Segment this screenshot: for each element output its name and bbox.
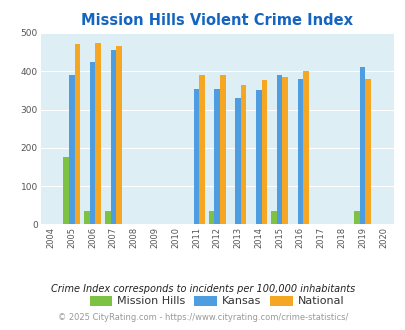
Bar [84, 211, 90, 224]
Bar [116, 47, 121, 224]
Bar [297, 79, 303, 224]
Bar [193, 88, 199, 224]
Text: © 2025 CityRating.com - https://www.cityrating.com/crime-statistics/: © 2025 CityRating.com - https://www.city… [58, 313, 347, 322]
Bar [104, 211, 110, 224]
Bar [208, 211, 214, 224]
Bar [359, 67, 364, 224]
Bar [234, 98, 240, 224]
Bar [271, 211, 276, 224]
Text: Crime Index corresponds to incidents per 100,000 inhabitants: Crime Index corresponds to incidents per… [51, 284, 354, 294]
Bar [303, 71, 308, 224]
Bar [240, 85, 246, 224]
Bar [214, 88, 220, 224]
Bar [261, 80, 266, 224]
Bar [90, 62, 95, 224]
Bar [95, 43, 101, 224]
Legend: Mission Hills, Kansas, National: Mission Hills, Kansas, National [85, 291, 348, 311]
Bar [69, 75, 75, 224]
Bar [281, 77, 287, 224]
Bar [75, 45, 80, 224]
Title: Mission Hills Violent Crime Index: Mission Hills Violent Crime Index [81, 13, 352, 28]
Bar [276, 75, 281, 224]
Bar [199, 75, 205, 224]
Bar [220, 75, 225, 224]
Bar [255, 90, 261, 224]
Bar [63, 157, 69, 224]
Bar [364, 79, 370, 224]
Bar [354, 211, 359, 224]
Bar [110, 50, 116, 224]
